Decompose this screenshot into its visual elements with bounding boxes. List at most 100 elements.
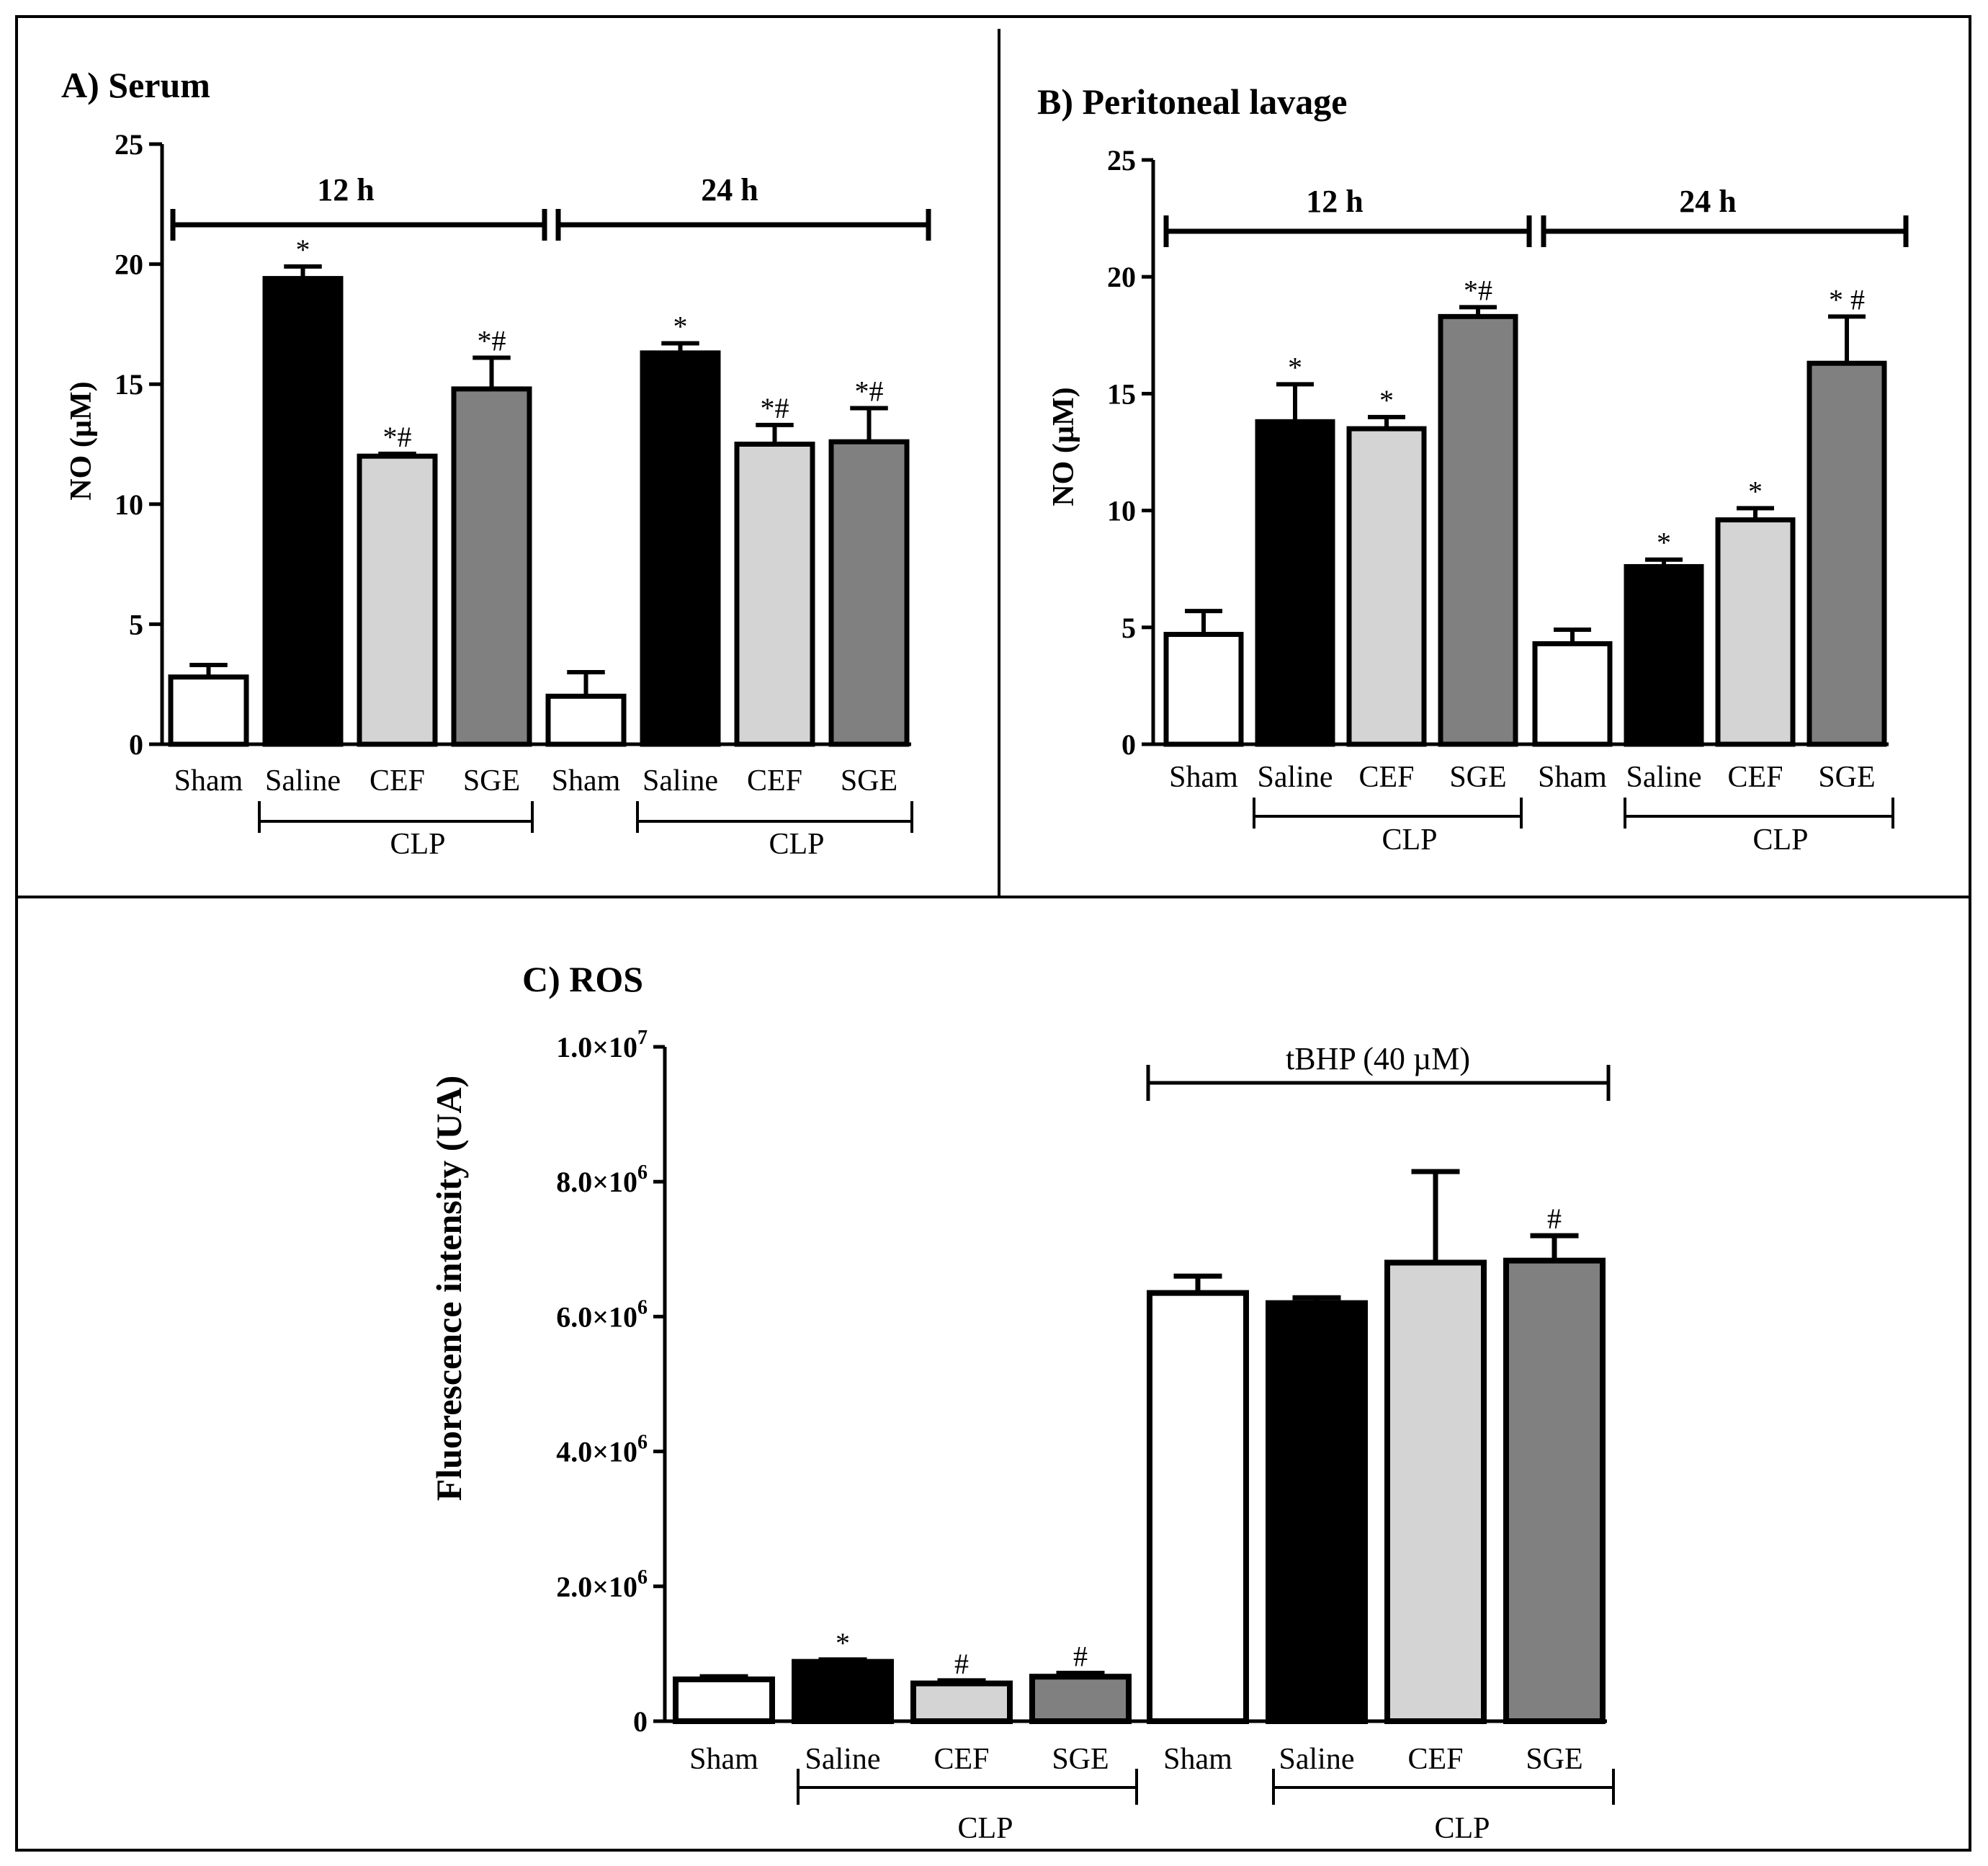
bar-cef-1 — [357, 453, 438, 747]
panel-c-clp-label-2: CLP — [1434, 1812, 1490, 1845]
x-category-label: SGE — [1449, 761, 1506, 794]
bar-cef-1 — [1346, 426, 1427, 747]
bar-saline-1 — [792, 1659, 894, 1725]
panel-b-title: B) Peritoneal lavage — [1037, 81, 1347, 122]
panel-b-group-label-24h: 24 h — [1679, 184, 1736, 219]
y-tick-label: 5 — [129, 608, 143, 640]
panel-c-title: C) ROS — [522, 959, 643, 999]
panel-a-group-label-12h: 12 h — [317, 172, 374, 207]
significance-marker: * — [296, 233, 310, 266]
x-category-label: CEF — [1407, 1743, 1463, 1776]
significance-marker: *# — [383, 421, 412, 453]
significance-marker: * # — [1829, 283, 1865, 316]
bar-cef-2 — [1384, 1259, 1487, 1724]
bar-saline-2 — [1624, 563, 1704, 747]
significance-marker: *# — [478, 325, 506, 357]
y-tick-label: 8.0×106 — [556, 1161, 648, 1198]
x-category-label: SGE — [1818, 761, 1875, 794]
x-category-label: Sham — [174, 764, 243, 798]
panel-a-group-label-24h: 24 h — [701, 172, 758, 207]
significance-marker: *# — [761, 392, 789, 424]
x-category-label: Saline — [265, 764, 341, 798]
x-category-label: CEF — [933, 1743, 989, 1776]
panel-c-tbhp-label: tBHP (40 µM) — [1286, 1041, 1470, 1076]
y-tick-label: 5 — [1121, 612, 1136, 644]
x-category-label: CEF — [1358, 761, 1414, 794]
significance-marker: * — [1379, 384, 1394, 416]
significance-marker: * — [836, 1627, 850, 1659]
y-tick-label: 15 — [115, 368, 143, 401]
panel-c-ros: C) ROS Fluorescence intensity (UA) 0 2.0×… — [429, 959, 1615, 1845]
y-tick-label: 20 — [1107, 261, 1136, 293]
y-tick-label: 0 — [1121, 728, 1136, 761]
bar-saline-1 — [1255, 419, 1335, 747]
significance-marker: * — [673, 311, 688, 343]
x-category-label: Sham — [1538, 761, 1607, 794]
y-tick-label: 25 — [115, 128, 143, 161]
bar-sge-2 — [1806, 360, 1887, 747]
panel-a-title: A) Serum — [61, 65, 210, 105]
y-tick-label: 25 — [1107, 144, 1136, 177]
significance-marker: *# — [855, 375, 884, 408]
y-tick-label: 20 — [115, 249, 143, 281]
bar-cef-1 — [910, 1680, 1013, 1724]
y-tick-label: 10 — [115, 488, 143, 521]
panel-c-y-axis-label: Fluorescence intensity (UA) — [429, 1076, 469, 1501]
significance-marker: # — [1073, 1640, 1088, 1673]
x-category-label: Saline — [1279, 1743, 1355, 1776]
y-tick-label: 2.0×106 — [556, 1566, 648, 1603]
x-category-label: SGE — [1052, 1743, 1109, 1776]
x-category-label: CEF — [747, 764, 802, 798]
bar-sham-1 — [1163, 632, 1244, 747]
y-tick-label: 1.0×107 — [556, 1027, 648, 1063]
bar-sham-1 — [168, 674, 249, 747]
x-category-label: Saline — [642, 764, 718, 798]
bar-sge-2 — [828, 439, 910, 747]
significance-marker: * — [1748, 475, 1763, 507]
x-category-label: Sham — [1169, 761, 1238, 794]
x-category-label: CEF — [1727, 761, 1783, 794]
y-tick-label: 6.0×106 — [556, 1296, 648, 1333]
y-tick-label: 15 — [1107, 378, 1136, 410]
x-category-label: Saline — [1626, 761, 1702, 794]
y-tick-label: 0 — [633, 1705, 648, 1738]
bar-cef-2 — [1715, 517, 1796, 747]
significance-marker: * — [1288, 351, 1302, 383]
x-category-label: Sham — [552, 764, 621, 798]
bar-saline-1 — [262, 276, 344, 747]
y-tick-label: 0 — [129, 728, 143, 761]
panel-a-clp-label-2: CLP — [769, 828, 824, 861]
panel-a-clp-label-1: CLP — [390, 828, 445, 861]
bar-sham-2 — [545, 693, 627, 747]
significance-marker: # — [954, 1648, 969, 1680]
figure-frame — [15, 15, 1971, 1852]
bar-cef-2 — [734, 442, 815, 747]
bar-sge-1 — [1029, 1674, 1132, 1725]
x-category-label: Saline — [1258, 761, 1333, 794]
panel-b-peritoneal-lavage: B) Peritoneal lavage NO (µM) 0 5 10 15 20 25 S… — [1037, 81, 1909, 857]
bar-sge-2 — [1503, 1257, 1606, 1725]
panel-a-y-axis-label: NO (µM) — [65, 381, 98, 500]
x-category-label: SGE — [841, 764, 897, 798]
panel-b-group-label-12h: 12 h — [1306, 184, 1363, 219]
bar-saline-2 — [640, 350, 721, 747]
x-category-label: SGE — [1526, 1743, 1582, 1776]
panel-b-clp-label-2: CLP — [1752, 823, 1808, 857]
significance-marker: *# — [1464, 274, 1492, 306]
bar-sge-1 — [1438, 313, 1518, 747]
bar-sham-1 — [673, 1676, 775, 1725]
x-category-label: SGE — [463, 764, 520, 798]
x-category-label: CEF — [370, 764, 425, 798]
bar-sham-2 — [1147, 1290, 1249, 1724]
x-category-label: Sham — [689, 1743, 758, 1776]
significance-marker: # — [1547, 1202, 1562, 1235]
y-tick-label: 10 — [1107, 495, 1136, 527]
bar-sge-1 — [451, 386, 532, 747]
x-category-label: Sham — [1163, 1743, 1232, 1776]
y-tick-label: 4.0×106 — [556, 1432, 648, 1468]
panel-b-y-axis-label: NO (µM) — [1047, 387, 1080, 506]
panel-c-clp-label-1: CLP — [957, 1812, 1013, 1845]
significance-marker: * — [1657, 527, 1671, 559]
panel-a-serum: A) Serum NO (µM) 0 5 10 15 20 25 Sham * Saline *#… — [61, 65, 931, 861]
